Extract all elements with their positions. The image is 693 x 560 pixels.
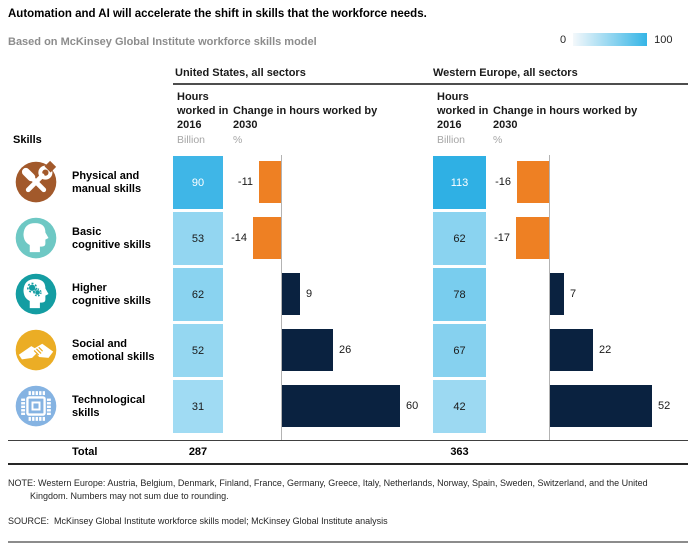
us-zero-axis [281, 155, 282, 441]
we-hours-cell: 67 [433, 324, 486, 377]
we-hours-cell: 62 [433, 212, 486, 265]
skill-row: Social and emotional skills 52 26 67 22 [0, 324, 693, 377]
we-change-value: 22 [599, 344, 612, 356]
we-change-header: Change in hours worked by 2030 [493, 105, 638, 131]
skill-label: Physical and manual skills [72, 169, 142, 195]
we-change-bar [550, 385, 652, 427]
head-silhouette-icon [11, 213, 61, 263]
handshake-icon [11, 325, 61, 375]
skill-row: Technological skills 31 60 42 52 [0, 380, 693, 433]
us-change-bar [282, 329, 333, 371]
we-hours-header: Hours worked in 2016 [437, 91, 489, 131]
we-section-title: Western Europe, all sectors [433, 67, 578, 79]
us-hours-cell: 62 [173, 268, 223, 321]
us-change-bar [253, 217, 281, 259]
us-change-unit: % [233, 134, 243, 146]
skill-label: Basic cognitive skills [72, 225, 151, 251]
we-change-value: 7 [570, 288, 577, 300]
us-change-value: 60 [406, 400, 419, 412]
total-bottom-rule [8, 463, 688, 465]
us-change-value: -14 [231, 232, 247, 244]
we-change-value: -16 [495, 176, 511, 188]
we-total-value: 363 [450, 446, 469, 458]
we-hours-cell: 113 [433, 156, 486, 209]
skill-row: Basic cognitive skills 53 -14 62 -17 [0, 212, 693, 265]
legend-min-label: 0 [560, 33, 567, 46]
bottom-rule [8, 541, 688, 543]
we-change-value: -17 [494, 232, 510, 244]
us-hours-cell: 31 [173, 380, 223, 433]
skill-row: Higher cognitive skills 62 9 78 7 [0, 268, 693, 321]
us-change-bar [282, 385, 400, 427]
we-change-value: 52 [658, 400, 671, 412]
legend-max-label: 100 [654, 33, 673, 46]
us-hours-cell: 53 [173, 212, 223, 265]
total-top-rule [8, 440, 688, 441]
microchip-icon [11, 381, 61, 431]
skills-column-header: Skills [13, 134, 42, 146]
skill-label: Social and emotional skills [72, 337, 155, 363]
we-hours-unit: Billion [437, 134, 466, 146]
us-total-value: 287 [188, 446, 208, 458]
we-zero-axis [549, 155, 550, 441]
us-hours-cell: 90 [173, 156, 223, 209]
legend-gradient-bar [573, 33, 648, 46]
note-text: NOTE: Western Europe: Austria, Belgium, … [8, 478, 651, 501]
chart-title: Automation and AI will accelerate the sh… [8, 8, 427, 20]
us-hours-cell: 52 [173, 324, 223, 377]
source-text: SOURCE: McKinsey Global Institute workfo… [8, 516, 388, 526]
we-change-bar [517, 161, 549, 203]
us-change-value: 26 [339, 344, 352, 356]
skill-label: Higher cognitive skills [72, 281, 151, 307]
we-change-bar [550, 273, 564, 315]
us-change-header: Change in hours worked by 2030 [233, 105, 378, 131]
total-label: Total [72, 446, 98, 458]
head-gears-icon [11, 269, 61, 319]
we-hours-cell: 78 [433, 268, 486, 321]
we-change-bar [550, 329, 593, 371]
skill-label: Technological skills [72, 393, 146, 419]
us-change-value: -11 [237, 176, 253, 188]
we-change-bar [516, 217, 549, 259]
chart-subtitle: Based on McKinsey Global Institute workf… [8, 36, 317, 48]
tools-icon [11, 157, 61, 207]
us-hours-header: Hours worked in 2016 [177, 91, 229, 131]
we-change-unit: % [493, 134, 503, 146]
color-scale-legend: 0 100 [560, 33, 672, 46]
us-section-title: United States, all sectors [175, 67, 306, 79]
section-underline [173, 83, 688, 85]
us-hours-unit: Billion [177, 134, 206, 146]
us-change-bar [259, 161, 281, 203]
us-change-bar [282, 273, 300, 315]
skill-row: Physical and manual skills 90 -11 113 -1… [0, 156, 693, 209]
us-change-value: 9 [306, 288, 313, 300]
we-hours-cell: 42 [433, 380, 486, 433]
